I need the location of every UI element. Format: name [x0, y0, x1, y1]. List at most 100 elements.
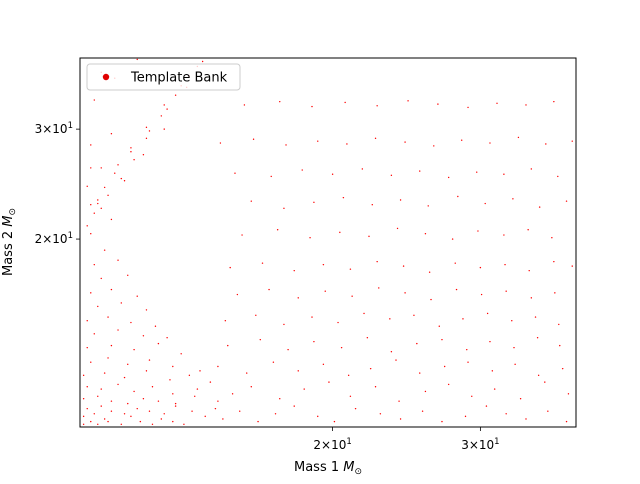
data-point	[151, 386, 154, 388]
data-point	[82, 374, 85, 377]
data-point	[351, 295, 353, 297]
data-point	[424, 233, 427, 235]
data-point	[297, 370, 299, 372]
data-point	[428, 271, 431, 273]
data-point	[313, 201, 315, 204]
data-point	[525, 104, 527, 106]
data-point	[257, 420, 259, 423]
data-point	[234, 172, 236, 174]
data-point	[97, 423, 99, 425]
y-axis-label: Mass 2 M⊙	[1, 208, 18, 276]
data-point	[274, 413, 277, 415]
data-point	[246, 372, 248, 374]
data-point	[127, 402, 129, 405]
data-point	[557, 175, 559, 178]
data-point	[90, 233, 92, 235]
data-point	[157, 342, 160, 345]
data-point	[333, 420, 336, 423]
data-point	[217, 400, 219, 402]
tick-label: 2×101	[35, 231, 73, 246]
data-point	[160, 418, 163, 420]
data-point	[107, 420, 109, 423]
data-point	[90, 144, 92, 146]
data-point	[505, 413, 507, 415]
data-point	[174, 94, 177, 96]
data-point	[169, 379, 171, 381]
data-point	[514, 363, 516, 366]
data-point	[551, 237, 553, 239]
data-point	[527, 229, 529, 231]
data-point	[100, 167, 102, 169]
data-point	[558, 323, 560, 326]
data-point	[252, 138, 255, 140]
data-point	[204, 415, 206, 418]
data-point	[517, 136, 520, 139]
legend: Template Bank	[86, 63, 241, 91]
data-point	[100, 207, 102, 210]
data-point	[90, 167, 92, 169]
data-point	[545, 143, 547, 145]
data-point	[309, 237, 311, 239]
data-point	[283, 207, 285, 210]
data-point	[100, 277, 102, 280]
data-point	[554, 292, 556, 294]
data-point	[166, 108, 168, 110]
data-point	[100, 388, 102, 390]
data-point	[283, 323, 285, 326]
data-point	[110, 344, 113, 347]
data-point	[110, 410, 113, 412]
data-point	[317, 140, 319, 142]
data-point	[268, 288, 270, 291]
data-point	[396, 227, 399, 230]
data-point	[157, 400, 160, 402]
data-point	[363, 312, 365, 315]
data-point	[133, 159, 135, 161]
data-point	[361, 168, 364, 170]
data-point	[479, 266, 482, 269]
data-point	[239, 410, 241, 412]
data-point	[224, 320, 227, 322]
data-point	[259, 338, 261, 341]
data-point	[303, 388, 305, 390]
data-point	[466, 348, 468, 351]
data-point	[371, 204, 373, 206]
data-point	[485, 405, 488, 407]
data-point	[110, 288, 113, 291]
data-point	[163, 128, 165, 130]
data-point	[276, 229, 279, 231]
legend-label: Template Bank	[130, 71, 228, 86]
data-point	[530, 297, 533, 299]
data-point	[142, 398, 145, 400]
data-point	[443, 365, 446, 368]
data-point	[512, 198, 514, 200]
data-point	[172, 393, 174, 395]
data-point	[346, 143, 348, 145]
data-point	[519, 398, 522, 400]
data-point	[567, 393, 570, 395]
plot-frame	[79, 57, 577, 428]
data-point	[437, 103, 439, 105]
data-point	[430, 298, 432, 301]
data-point	[154, 325, 157, 327]
data-point	[419, 170, 421, 172]
data-point	[107, 194, 109, 197]
data-point	[120, 423, 123, 425]
data-point	[93, 99, 95, 101]
data-point	[133, 348, 135, 351]
data-point	[561, 367, 564, 370]
data-point	[438, 325, 440, 327]
data-point	[130, 147, 132, 149]
data-point	[454, 262, 456, 264]
data-point	[82, 423, 85, 425]
data-point	[285, 144, 287, 146]
data-point	[86, 225, 88, 227]
data-point	[460, 139, 463, 141]
data-point	[511, 320, 513, 322]
data-point	[416, 342, 418, 345]
data-point	[145, 309, 148, 311]
data-point	[180, 353, 182, 355]
data-point	[209, 381, 212, 383]
data-point	[86, 346, 88, 349]
data-point	[447, 176, 450, 179]
data-point	[491, 370, 494, 372]
